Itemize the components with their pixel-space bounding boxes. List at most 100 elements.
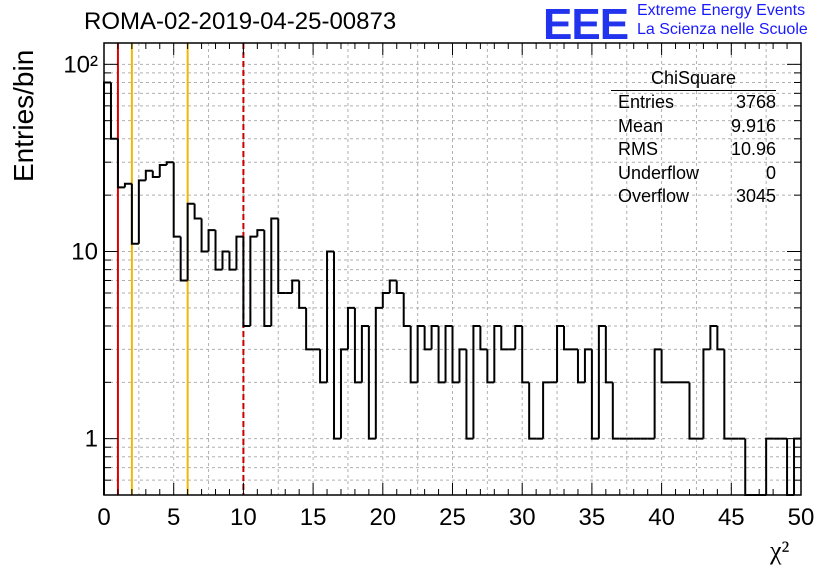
histogram-bin <box>493 324 502 383</box>
histogram-bin <box>465 349 474 440</box>
logo-line2: La Scienza nelle Scuole <box>637 21 808 38</box>
histogram-bin <box>576 349 585 384</box>
eee-logo: EEE <box>543 0 629 49</box>
x-tick-label: 10 <box>230 504 257 531</box>
histogram-bin <box>604 325 613 384</box>
histogram-bin <box>291 279 300 294</box>
histogram-bin <box>423 325 432 351</box>
histogram-bin <box>472 324 481 439</box>
histogram-bin <box>326 250 335 383</box>
histogram-bin <box>123 182 132 188</box>
histogram-bin <box>458 348 467 383</box>
histogram-bin <box>165 161 174 165</box>
histogram-bin <box>451 325 460 384</box>
histogram-bin <box>709 324 718 350</box>
stats-value: 9.916 <box>730 115 776 136</box>
histogram-bin <box>116 138 125 189</box>
histogram-bin <box>653 348 662 439</box>
stats-row-rms: RMS 10.96 <box>611 139 776 163</box>
histogram-bin <box>360 324 369 383</box>
y-tick-label: 10² <box>63 51 98 78</box>
histogram-bin <box>388 279 397 294</box>
histogram-bin <box>583 348 592 383</box>
histogram-bin <box>158 163 167 178</box>
logo-line1: Extreme Energy Events <box>637 2 806 19</box>
x-tick-label: 50 <box>788 504 815 531</box>
histogram-bin <box>716 325 725 351</box>
histogram-bin <box>437 325 446 384</box>
histogram-bin <box>109 82 118 140</box>
histogram-bin <box>228 251 237 271</box>
histogram-bin <box>186 202 195 281</box>
histogram-bin <box>500 325 509 351</box>
histogram-bin <box>256 229 265 237</box>
x-axis-label: χ² <box>770 536 790 565</box>
stats-label: Underflow <box>618 162 700 183</box>
histogram-bin <box>270 217 279 326</box>
histogram-bin <box>556 324 565 383</box>
x-tick-label: 30 <box>509 504 536 531</box>
histogram-bin <box>611 382 620 440</box>
stats-value: 10.96 <box>730 139 776 159</box>
histogram-bin <box>207 229 216 252</box>
x-tick-label: 35 <box>579 504 606 531</box>
x-tick-label: 15 <box>300 504 327 531</box>
stats-value: 0 <box>765 162 776 183</box>
histogram-bin <box>103 81 111 495</box>
histogram-bin <box>765 437 774 495</box>
histogram-bin <box>486 349 495 384</box>
y-tick-label: 10 <box>71 238 98 265</box>
histogram-bin <box>597 324 606 439</box>
histogram-bin <box>130 183 139 245</box>
stats-row-overflow: Overflow 3045 <box>611 186 776 210</box>
histogram-bin <box>319 349 328 384</box>
histogram-bin <box>277 218 286 295</box>
histogram-bin <box>395 280 404 295</box>
histogram-bin <box>179 236 188 282</box>
histogram-bin <box>479 325 488 351</box>
y-axis-label: Entries/bin <box>8 49 39 182</box>
histogram-bin <box>409 325 418 384</box>
histogram-bin <box>221 250 230 270</box>
histogram-bin <box>444 324 453 383</box>
y-tick-label: 1 <box>85 426 98 453</box>
histogram-bin <box>381 292 390 308</box>
x-tick-label: 40 <box>648 504 675 531</box>
histogram-bin <box>200 218 209 253</box>
stats-label: Entries <box>618 92 675 112</box>
stats-row-entries: Entries 3768 <box>611 92 776 116</box>
histogram-bin <box>305 307 314 351</box>
histogram-bin <box>298 280 307 309</box>
histogram-bin <box>563 325 571 351</box>
histogram-bin <box>402 293 411 327</box>
histogram-bin <box>172 162 181 238</box>
x-tick-label: 0 <box>97 504 110 531</box>
histogram-bin <box>416 324 425 383</box>
stats-title: ChiSquare <box>611 68 776 91</box>
x-tick-label: 25 <box>439 504 466 531</box>
x-tick-label: 45 <box>718 504 745 531</box>
histogram-bin <box>346 306 355 350</box>
histogram-bin <box>339 348 348 439</box>
stats-box: ChiSquare Entries 3768 Mean 9.916 RMS 10… <box>611 68 776 210</box>
histogram-bin <box>333 251 341 440</box>
histogram-bin <box>542 381 551 439</box>
stats-label: Mean <box>618 115 664 136</box>
histogram-bin <box>688 382 697 440</box>
histogram-bin <box>723 349 732 440</box>
histogram-bin <box>514 324 523 350</box>
histogram-bin <box>660 349 669 384</box>
stats-value: 3045 <box>735 186 776 206</box>
histogram-bin <box>214 230 223 271</box>
stats-label: Overflow <box>618 186 690 206</box>
histogram-bin <box>430 324 439 350</box>
chart-title: ROMA-02-2019-04-25-00873 <box>84 8 397 35</box>
histogram-bin <box>367 325 376 440</box>
histogram-bin <box>590 349 599 440</box>
histogram-bin <box>137 179 146 244</box>
histogram-bin <box>702 348 711 439</box>
histogram-bin <box>528 382 537 440</box>
stats-value: 3768 <box>735 92 776 112</box>
x-tick-label: 5 <box>167 504 180 531</box>
